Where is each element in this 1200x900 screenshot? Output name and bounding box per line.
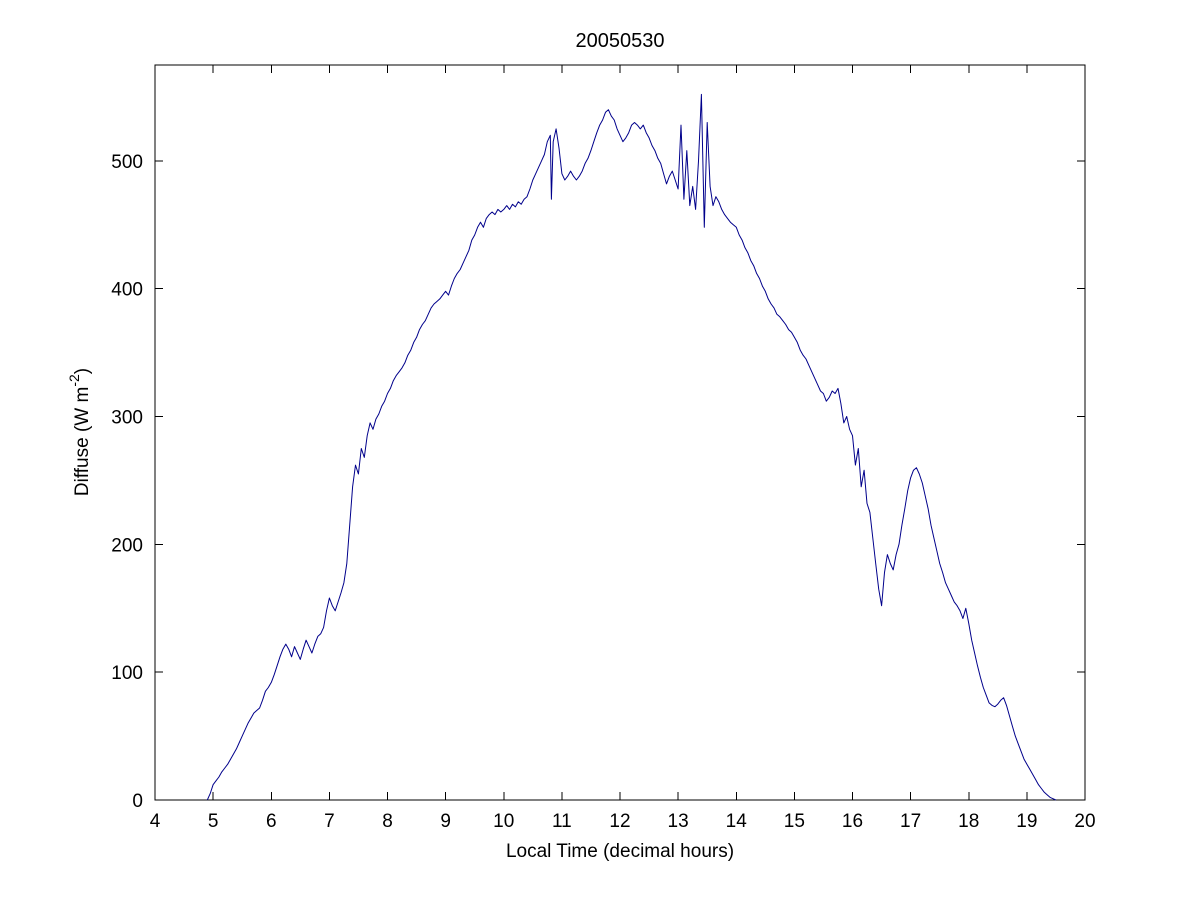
x-tick-label: 15 — [784, 811, 805, 832]
x-tick-label: 10 — [493, 811, 514, 832]
x-tick-label: 7 — [324, 811, 335, 832]
y-tick-label: 400 — [111, 280, 143, 301]
x-tick-label: 14 — [726, 811, 748, 832]
y-tick-label: 0 — [132, 791, 143, 812]
x-tick-label: 13 — [668, 811, 689, 832]
plot-box — [154, 64, 1086, 801]
x-tick-label: 17 — [900, 811, 921, 832]
x-tick-label: 9 — [440, 811, 451, 832]
x-tick-label: 6 — [266, 811, 277, 832]
y-tick-label: 300 — [111, 408, 143, 429]
axes-layer: 4 5 6 7 8 9 10 11 12 13 14 15 16 17 18 19 20010020030040… — [111, 64, 1096, 832]
x-tick-label: 18 — [958, 811, 979, 832]
x-tick-label: 11 — [552, 811, 572, 832]
chart-title: 20050530 — [576, 30, 665, 52]
x-tick-label: 12 — [609, 811, 630, 832]
series-layer — [206, 93, 1057, 801]
x-tick-label: 19 — [1016, 811, 1037, 832]
x-tick-label: 16 — [842, 811, 863, 832]
x-tick-label: 4 — [150, 811, 161, 832]
y-tick-label: 500 — [111, 152, 143, 173]
x-tick-label: 8 — [382, 811, 393, 832]
y-axis-label-pre: Diffuse (W m — [72, 387, 93, 496]
diffuse-series-line — [206, 93, 1057, 801]
y-axis-label-superscript: -2 — [66, 374, 82, 387]
y-axis-label: Diffuse (W m-2) — [66, 368, 93, 496]
y-axis-label-post: ) — [72, 368, 93, 374]
y-tick-label: 100 — [111, 663, 143, 684]
x-axis-label: Local Time (decimal hours) — [506, 841, 734, 862]
y-tick-label: 200 — [111, 535, 143, 556]
x-tick-label: 5 — [208, 811, 219, 832]
x-tick-label: 20 — [1074, 811, 1095, 832]
